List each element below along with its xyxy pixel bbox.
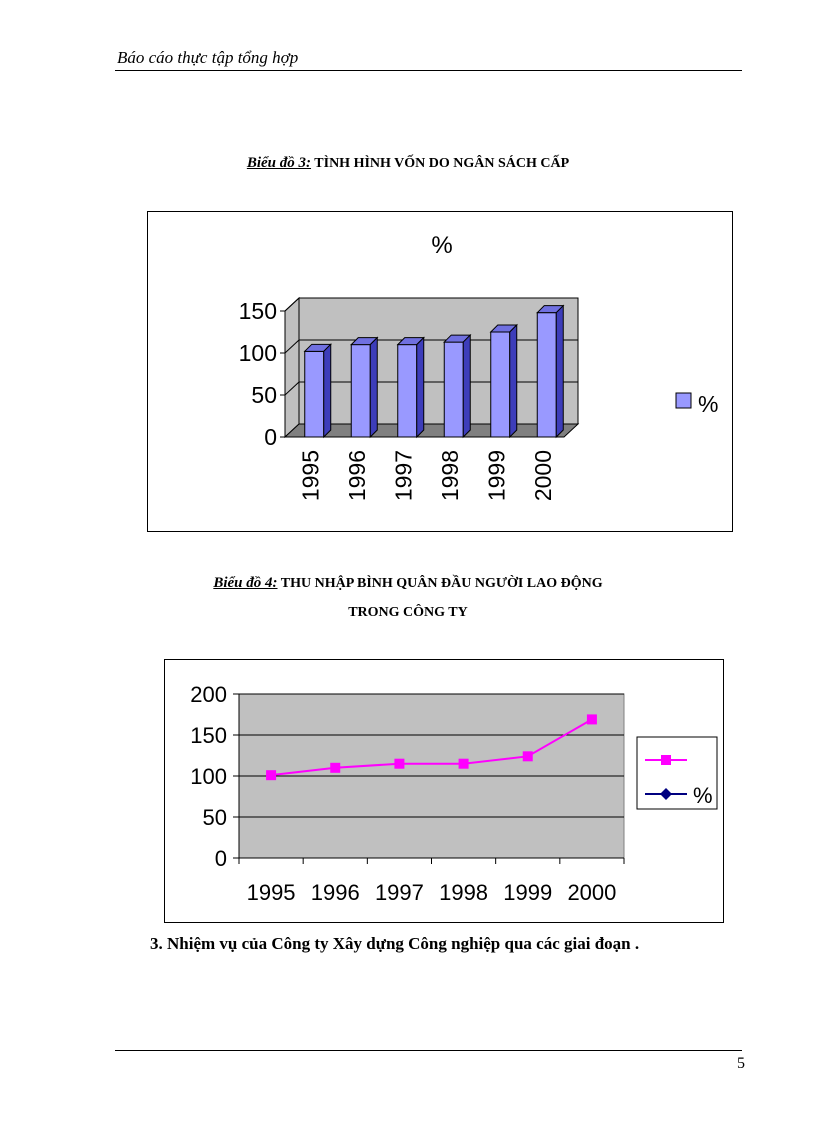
chart4-caption-line1: THU NHẬP BÌNH QUÂN ĐẦU NGƯỜI LAO ĐỘNG	[280, 576, 603, 591]
chart4-caption: Biểu đồ 4: THU NHẬP BÌNH QUÂN ĐẦU NGƯỜI …	[0, 575, 816, 592]
chart3-bar	[350, 344, 371, 438]
chart4-data-point	[266, 770, 277, 781]
chart4-xtick-label: 1998	[439, 880, 488, 905]
chart3-caption: Biểu đồ 3: TÌNH HÌNH VỐN DO NGÂN SÁCH CẤ…	[0, 155, 816, 172]
chart4-xtick-label: 1995	[247, 880, 296, 905]
chart3-ytick-label: 100	[239, 340, 277, 366]
chart4-legend-marker-1	[661, 755, 671, 765]
chart4-ytick-label: 200	[190, 682, 227, 707]
chart3-bar	[397, 344, 418, 438]
chart3-legend-label: %	[698, 391, 718, 417]
chart3-side-wall	[284, 296, 300, 439]
chart3-bar-side	[509, 323, 518, 439]
chart3-bar-side	[416, 336, 425, 439]
chart4-caption-lead: Biểu đồ 4	[213, 575, 273, 591]
chart3-ytick-label: 50	[251, 382, 277, 408]
chart3-caption-colon: :	[306, 155, 312, 171]
chart3-frame: % 0 50 100 150 1995 1996 1997 1998 1999 2000%	[147, 211, 733, 532]
chart3-xtick-label: 1998	[437, 450, 463, 501]
chart4-svg: 0 50 100 150 200 1995 1996 1997 1998 1999 2000%	[190, 682, 718, 905]
chart3-bar-side	[323, 343, 332, 439]
chart3-bar	[490, 331, 511, 438]
section-heading: 3. Nhiệm vụ của Công ty Xây dựng Công ng…	[150, 934, 640, 953]
chart4-frame: 0 50 100 150 200 1995 1996 1997 1998 1999 2000%	[164, 659, 724, 923]
chart3-xtick-label: 1997	[390, 450, 416, 501]
chart4-xtick-label: 1996	[311, 880, 360, 905]
header-title: Báo cáo thực tập tổng hợp	[117, 48, 299, 67]
chart3-xtick-label: 2000	[530, 450, 556, 501]
chart4-xtick-label: 2000	[567, 880, 616, 905]
chart3-bar-side	[369, 336, 378, 439]
chart3-title: %	[431, 232, 452, 259]
chart3-legend-swatch	[675, 392, 692, 409]
chart4-caption-colon: :	[272, 575, 278, 591]
chart4-data-point	[586, 714, 597, 725]
chart3-xtick-label: 1999	[483, 450, 509, 501]
chart3-back-wall	[298, 297, 579, 425]
header-rule	[115, 70, 742, 71]
chart3-gridline-side	[284, 297, 300, 312]
page-number: 5	[737, 1055, 745, 1072]
chart4-ytick-label: 50	[203, 805, 227, 830]
chart4-legend-label-2: %	[693, 783, 713, 808]
chart4-ytick-label: 150	[190, 723, 227, 748]
chart4-data-point	[458, 758, 469, 769]
chart4-caption-line2: TRONG CÔNG TY	[348, 605, 468, 620]
chart3-bar	[304, 350, 325, 438]
chart4-legend-box	[636, 736, 718, 810]
chart3-ytick-label: 150	[239, 298, 277, 324]
chart3-bar	[536, 312, 557, 438]
chart4-ytick-label: 0	[215, 846, 227, 871]
chart4-series-line	[270, 718, 593, 777]
chart3-xtick-label: 1995	[297, 450, 323, 501]
chart3-xtick-label: 1996	[344, 450, 370, 501]
chart3-bar-side	[462, 333, 471, 439]
chart3-gridline-side	[284, 339, 300, 354]
chart3-ytick-label: 0	[264, 424, 277, 450]
chart3-gridline-side	[284, 381, 300, 396]
chart4-xtick-label: 1997	[375, 880, 424, 905]
chart4-legend-marker-2	[660, 788, 672, 800]
chart3-caption-title: TÌNH HÌNH VỐN DO NGÂN SÁCH CẤP	[314, 156, 570, 171]
chart4-ytick-label: 100	[190, 764, 227, 789]
chart4-xtick-label: 1999	[503, 880, 552, 905]
chart3-svg: % 0 50 100 150 1995 1996 1997 1998 1999 2000%	[239, 232, 719, 501]
chart3-caption-lead: Biểu đồ 3	[246, 155, 307, 171]
chart4-caption-line2-wrap: TRONG CÔNG TY	[0, 605, 816, 621]
footer-rule	[115, 1050, 742, 1051]
chart4-data-point	[522, 751, 533, 762]
chart4-data-point	[394, 758, 405, 769]
chart3-bar	[443, 341, 464, 438]
chart4-data-point	[330, 762, 341, 773]
chart3-bar-side	[555, 304, 564, 439]
